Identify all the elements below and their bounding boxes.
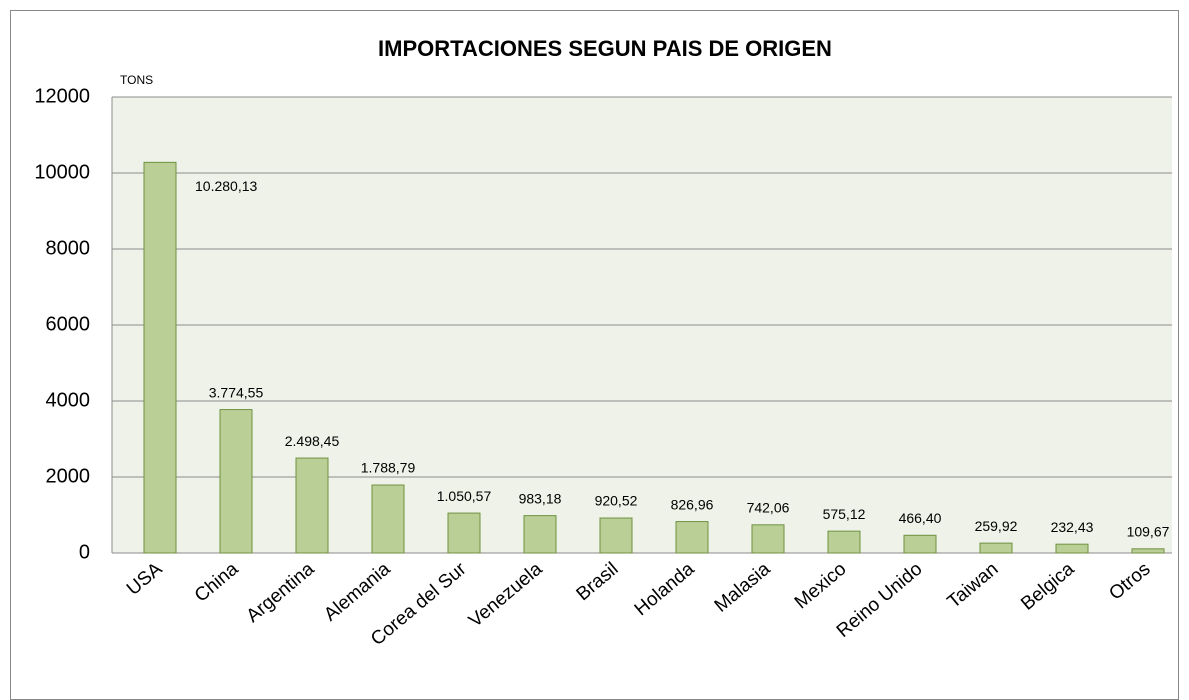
value-label: 920,52 <box>595 493 638 509</box>
y-tick-label: 6000 <box>46 313 91 335</box>
bar <box>903 534 937 554</box>
value-label: 2.498,45 <box>285 433 340 449</box>
y-tick-label: 8000 <box>46 237 91 259</box>
bar <box>1131 548 1165 554</box>
bar <box>827 530 861 554</box>
value-label: 1.788,79 <box>361 460 416 476</box>
bar <box>447 512 481 554</box>
y-tick-label: 12000 <box>34 85 90 107</box>
chart-title: IMPORTACIONES SEGUN PAIS DE ORIGEN <box>378 36 832 61</box>
bar <box>751 524 785 554</box>
value-label: 575,12 <box>823 506 866 522</box>
bar <box>599 517 633 554</box>
bar <box>371 484 405 554</box>
y-tick-label: 0 <box>79 541 90 563</box>
value-label: 3.774,55 <box>209 384 264 400</box>
value-label: 983,18 <box>519 490 562 506</box>
value-label: 1.050,57 <box>437 488 492 504</box>
value-label: 466,40 <box>899 510 942 526</box>
value-label: 109,67 <box>1127 524 1170 540</box>
value-label: 742,06 <box>747 500 790 516</box>
bar <box>295 457 329 554</box>
value-label: 826,96 <box>671 496 714 512</box>
bar <box>675 521 709 554</box>
bar <box>979 542 1013 554</box>
value-label: 10.280,13 <box>195 178 257 194</box>
bar <box>523 515 557 554</box>
value-label: 259,92 <box>975 518 1018 534</box>
y-tick-label: 4000 <box>46 389 91 411</box>
y-axis-label: TONS <box>120 73 153 87</box>
value-label: 232,43 <box>1051 519 1094 535</box>
bar <box>1055 543 1089 554</box>
bar <box>143 161 177 554</box>
bar <box>219 409 253 554</box>
y-tick-label: 10000 <box>34 161 90 183</box>
y-tick-label: 2000 <box>46 465 91 487</box>
